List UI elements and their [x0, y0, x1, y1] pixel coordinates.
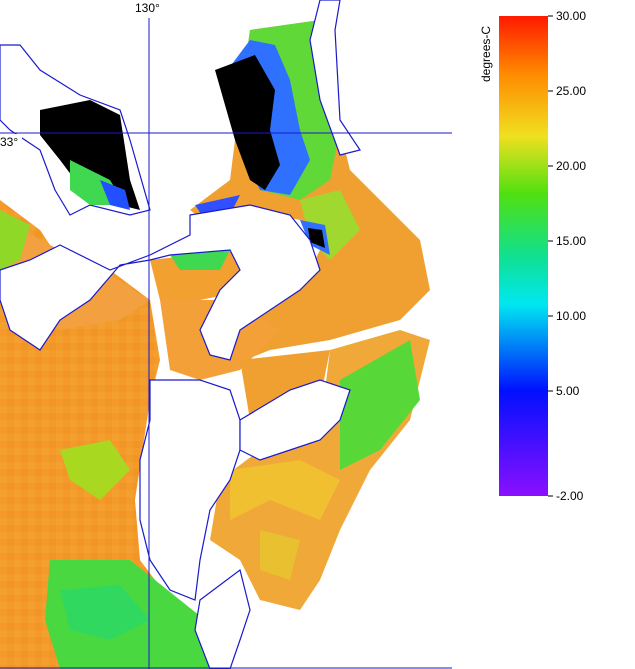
- latitude-label: 33°: [0, 135, 18, 149]
- colorbar-tick-label: 15.00: [556, 234, 586, 248]
- label-bg: [0, 134, 22, 150]
- colorbar-tick-label: -2.00: [556, 489, 584, 503]
- colorbar-tick-label: 10.00: [556, 309, 586, 323]
- colorbar-tick-label: 25.00: [556, 84, 586, 98]
- graticule: [0, 0, 452, 669]
- label-bg: [0, 0, 180, 18]
- colorbar: degrees-C 30.00 25.00 20.00 15.00 10.00 5.00 -…: [479, 9, 586, 503]
- colorbar-title: degrees-C: [479, 26, 493, 82]
- longitude-label: 130°: [135, 1, 160, 15]
- land: [0, 0, 361, 669]
- colorbar-tick-label: 30.00: [556, 9, 586, 23]
- colorbar-tick-label: 5.00: [556, 384, 580, 398]
- colorbar-tick-label: 20.00: [556, 159, 586, 173]
- colorbar-scale: [499, 16, 548, 496]
